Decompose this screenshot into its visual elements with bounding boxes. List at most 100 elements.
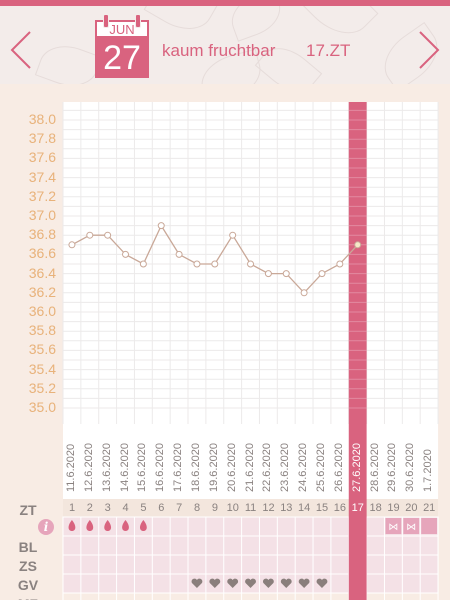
chart-canvas: ⋈ ⋈ [62, 102, 439, 600]
cycle-day-number[interactable]: 7 [176, 502, 183, 514]
temperature-point [86, 231, 94, 239]
date-label[interactable]: 20.6.2020 [225, 443, 238, 492]
chevron-left-icon [10, 31, 31, 69]
y-tick-label: 36.8 [28, 226, 56, 243]
y-tick-label: 35.2 [28, 379, 56, 396]
row-label-zs: ZS [19, 558, 37, 574]
data-row [62, 516, 439, 537]
calendar-day: 27 [95, 38, 149, 78]
temperature-point [300, 289, 308, 297]
date-label[interactable]: 19.6.2020 [207, 443, 220, 492]
heart-icon [209, 578, 221, 588]
temperature-point [229, 231, 237, 239]
y-tick-label: 36.6 [28, 245, 56, 262]
cycle-day-number[interactable]: 10 [226, 502, 239, 514]
cycle-day-number[interactable]: 2 [86, 502, 93, 514]
data-row [62, 535, 439, 556]
date-label[interactable]: 24.6.2020 [297, 443, 310, 492]
temperature-point [68, 241, 76, 249]
blood-drop-icon [122, 520, 129, 531]
row-label-gv: GV [17, 577, 39, 593]
date-label[interactable]: 14.6.2020 [118, 443, 131, 492]
y-tick-label: 37.8 [28, 130, 56, 147]
temperature-point [139, 260, 147, 268]
date-label[interactable]: 29.6.2020 [386, 443, 399, 492]
cycle-day-number[interactable]: 21 [423, 502, 436, 514]
cycle-day-number[interactable]: 17 [351, 502, 364, 514]
y-tick-label: 38.0 [28, 111, 56, 127]
temperature-point [175, 250, 183, 258]
temperature-point [264, 270, 272, 278]
cycle-day-number[interactable]: 6 [158, 502, 165, 514]
temperature-point [122, 250, 130, 258]
bow-cell [385, 518, 402, 534]
cycle-day-number[interactable]: 13 [280, 502, 293, 514]
cycle-day-number[interactable]: 4 [122, 502, 129, 514]
date-label[interactable]: 12.6.2020 [82, 443, 95, 492]
temperature-point [336, 260, 344, 268]
cycle-day-number[interactable]: 12 [262, 502, 275, 514]
next-day-button[interactable] [416, 28, 442, 72]
temperature-point [247, 260, 255, 268]
cycle-day: 17.ZT [306, 41, 351, 60]
heart-icon [316, 578, 328, 588]
cycle-day-number[interactable]: 18 [369, 502, 382, 514]
cycle-day-number[interactable]: 5 [140, 502, 147, 514]
cycle-day-number[interactable]: 9 [211, 502, 218, 514]
row-label-bl: BL [18, 539, 38, 555]
temperature-point [354, 241, 362, 249]
bow-cell [403, 518, 420, 534]
date-label[interactable]: 27.6.2020 [350, 443, 363, 492]
date-label[interactable]: 13.6.2020 [100, 443, 113, 492]
y-tick-label: 37.2 [28, 187, 56, 204]
prev-day-button[interactable] [8, 28, 34, 72]
heart-icon [298, 578, 310, 588]
date-label[interactable]: 15.6.2020 [136, 443, 149, 492]
date-label[interactable]: 11.6.2020 [65, 443, 77, 492]
cycle-day-number[interactable]: 14 [298, 502, 311, 514]
y-tick-label: 36.2 [28, 283, 56, 300]
date-label[interactable]: 30.6.2020 [404, 443, 417, 492]
blood-drop-icon [68, 520, 76, 531]
calendar-ring-icon [103, 14, 109, 28]
y-tick-label: 37.0 [28, 207, 56, 223]
cycle-day-number[interactable]: 1 [68, 502, 76, 514]
leaf-decoration [143, 6, 219, 41]
row-label-mz: MZ [0, 596, 56, 600]
header: JUN 27 kaum fruchtbar 17.ZT [0, 6, 450, 84]
date-label[interactable]: 16.6.2020 [154, 443, 167, 492]
cycle-day-number[interactable]: 15 [315, 502, 329, 514]
y-tick-label: 35.8 [28, 322, 56, 339]
heart-icon [262, 578, 274, 588]
cycle-day-number[interactable]: 19 [387, 502, 400, 514]
date-label[interactable]: 25.6.2020 [315, 443, 328, 492]
temperature-point [211, 260, 219, 268]
date-label[interactable]: 28.6.2020 [368, 443, 381, 492]
heart-icon [227, 578, 239, 588]
y-tick-label: 35.6 [28, 341, 56, 358]
date-label[interactable]: 21.6.2020 [243, 443, 256, 492]
temperature-point [157, 222, 165, 230]
date-label[interactable]: 22.6.2020 [261, 443, 274, 492]
date-label[interactable]: 18.6.2020 [190, 443, 203, 492]
cycle-day-number[interactable]: 16 [333, 502, 347, 514]
date-label[interactable]: 23.6.2020 [279, 443, 292, 492]
top-accent-bar [0, 0, 450, 6]
zt-row [63, 499, 439, 517]
temperature-chart: ⋈ ⋈ 38.0 37.8 37.6 37.4 37.2 37.0 36.8 36.6 36.4 3… [0, 84, 450, 600]
heart-icon [280, 578, 292, 588]
date-calendar-icon[interactable]: JUN 27 [95, 14, 149, 78]
date-label[interactable]: 1.7.2020 [422, 449, 435, 492]
bow-icon: ⋈ [406, 522, 416, 533]
cycle-day-number[interactable]: 3 [104, 502, 111, 514]
date-label[interactable]: 26.6.2020 [332, 443, 345, 492]
info-cell [421, 518, 438, 534]
info-icon[interactable]: i [38, 519, 54, 535]
y-tick-label: 35.0 [28, 399, 56, 415]
y-tick-label: 37.4 [28, 168, 56, 185]
cycle-day-number[interactable]: 11 [244, 502, 257, 514]
date-label[interactable]: 17.6.2020 [172, 443, 185, 492]
cycle-day-number[interactable]: 8 [193, 502, 201, 514]
cycle-day-number[interactable]: 20 [405, 502, 418, 514]
heart-icon [191, 578, 203, 588]
